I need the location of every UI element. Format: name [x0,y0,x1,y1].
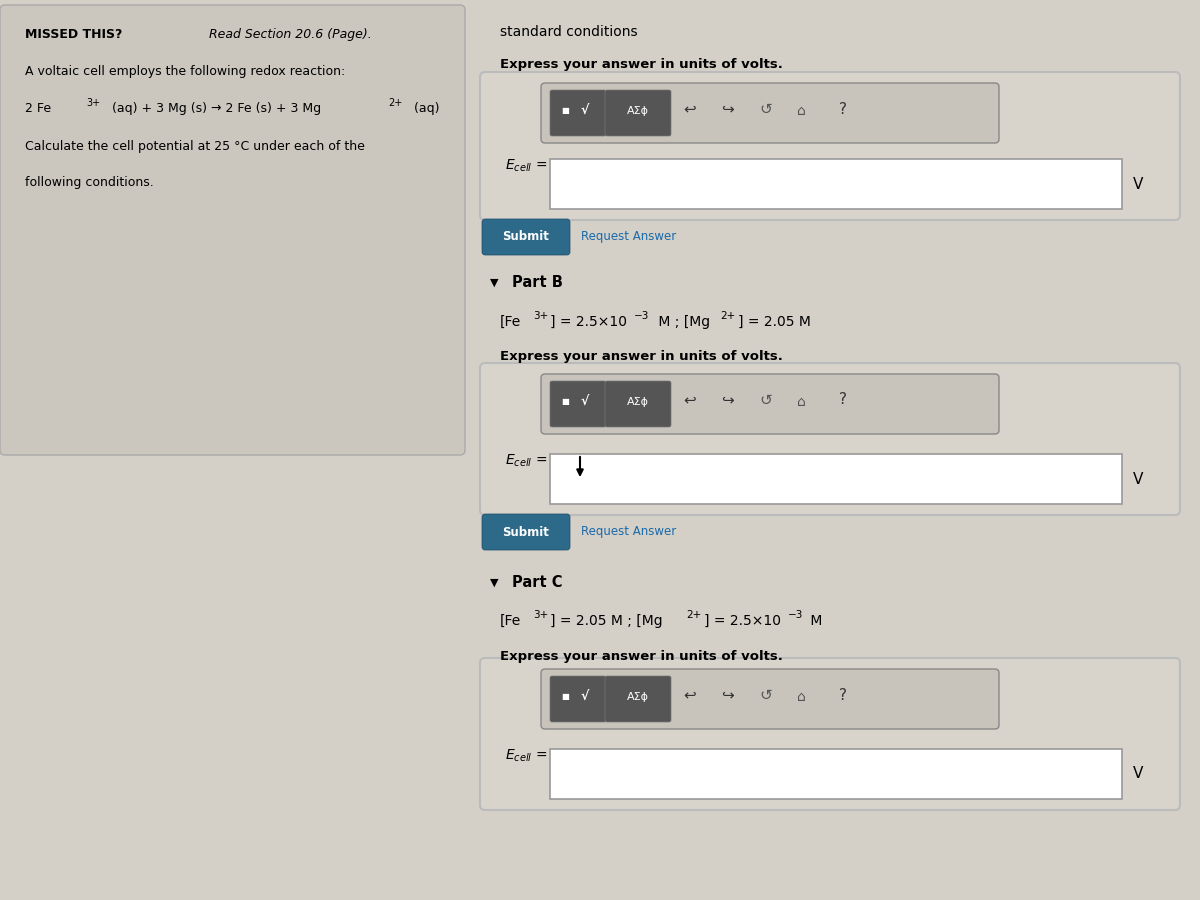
Text: Part B: Part B [512,275,563,290]
Text: standard conditions: standard conditions [500,25,637,39]
Text: ▼: ▼ [490,578,498,588]
FancyBboxPatch shape [605,676,671,722]
FancyBboxPatch shape [550,749,1122,799]
Text: √: √ [581,690,589,704]
Text: (aq): (aq) [410,102,439,115]
Text: Express your answer in units of volts.: Express your answer in units of volts. [500,650,782,663]
Text: ΑΣϕ: ΑΣϕ [626,692,649,702]
Text: following conditions.: following conditions. [25,176,154,189]
FancyBboxPatch shape [541,669,998,729]
Text: ?: ? [839,102,847,116]
Text: ■: ■ [562,398,569,407]
Text: (aq) + 3 Mg (s) → 2 Fe (s) + 3 Mg: (aq) + 3 Mg (s) → 2 Fe (s) + 3 Mg [108,102,322,115]
Text: ] = 2.5×10: ] = 2.5×10 [704,614,781,628]
Text: ↪: ↪ [721,688,733,703]
Text: ?: ? [839,688,847,703]
Text: Express your answer in units of volts.: Express your answer in units of volts. [500,58,782,71]
Text: $E_{cell}$ =: $E_{cell}$ = [505,748,547,764]
Text: 2+: 2+ [686,610,701,620]
Text: −3: −3 [634,311,649,321]
FancyBboxPatch shape [550,159,1122,209]
FancyBboxPatch shape [550,454,1122,504]
Text: Express your answer in units of volts.: Express your answer in units of volts. [500,350,782,363]
Text: M: M [806,614,822,628]
FancyBboxPatch shape [550,90,606,136]
Text: ↺: ↺ [758,392,772,408]
FancyBboxPatch shape [480,363,1180,515]
Text: ] = 2.05 M ; [Mg: ] = 2.05 M ; [Mg [550,614,662,628]
Text: $E_{cell}$ =: $E_{cell}$ = [505,453,547,469]
Text: ] = 2.5×10: ] = 2.5×10 [550,315,628,329]
FancyBboxPatch shape [482,514,570,550]
FancyBboxPatch shape [0,5,464,455]
Text: ↩: ↩ [683,688,696,703]
Text: $E_{cell}$ =: $E_{cell}$ = [505,158,547,175]
Text: ↺: ↺ [758,102,772,116]
Text: √: √ [581,104,589,118]
Text: ⌂: ⌂ [797,395,805,409]
FancyBboxPatch shape [605,90,671,136]
Text: [Fe: [Fe [500,315,521,329]
Text: ⌂: ⌂ [797,690,805,704]
Text: ■: ■ [562,692,569,701]
FancyBboxPatch shape [541,374,998,434]
Text: −3: −3 [788,610,803,620]
Text: 3+: 3+ [533,610,548,620]
Text: V: V [1133,472,1144,487]
FancyBboxPatch shape [482,219,570,255]
Text: √: √ [581,395,589,409]
Text: MISSED THIS?: MISSED THIS? [25,28,122,41]
Text: ■: ■ [562,106,569,115]
FancyBboxPatch shape [550,381,606,427]
Text: ↪: ↪ [721,392,733,408]
FancyBboxPatch shape [550,676,606,722]
Text: 2+: 2+ [720,311,736,321]
Text: ] = 2.05 M: ] = 2.05 M [738,315,811,329]
Text: Request Answer: Request Answer [581,230,677,244]
Text: Request Answer: Request Answer [581,526,677,538]
FancyBboxPatch shape [605,381,671,427]
Text: V: V [1133,176,1144,192]
Text: ΑΣϕ: ΑΣϕ [626,106,649,116]
Text: Submit: Submit [503,230,550,244]
Text: Part C: Part C [512,575,563,590]
Text: 3+: 3+ [533,311,548,321]
Text: ?: ? [839,392,847,408]
Text: A voltaic cell employs the following redox reaction:: A voltaic cell employs the following red… [25,65,346,78]
Text: Submit: Submit [503,526,550,538]
Text: ΑΣϕ: ΑΣϕ [626,397,649,407]
FancyBboxPatch shape [480,658,1180,810]
Text: V: V [1133,767,1144,781]
Text: 3+: 3+ [86,98,100,108]
FancyBboxPatch shape [541,83,998,143]
Text: M ; [Mg: M ; [Mg [654,315,710,329]
Text: ↩: ↩ [683,392,696,408]
Text: ▼: ▼ [490,278,498,288]
Text: Read Section 20.6 (Page).: Read Section 20.6 (Page). [205,28,372,41]
FancyBboxPatch shape [480,72,1180,220]
Text: 2+: 2+ [388,98,402,108]
Text: ↺: ↺ [758,688,772,703]
Text: Calculate the cell potential at 25 °C under each of the: Calculate the cell potential at 25 °C un… [25,140,365,153]
Text: 2 Fe: 2 Fe [25,102,52,115]
Text: [Fe: [Fe [500,614,521,628]
Text: ⌂: ⌂ [797,104,805,118]
Text: ↩: ↩ [683,102,696,116]
Text: ↪: ↪ [721,102,733,116]
